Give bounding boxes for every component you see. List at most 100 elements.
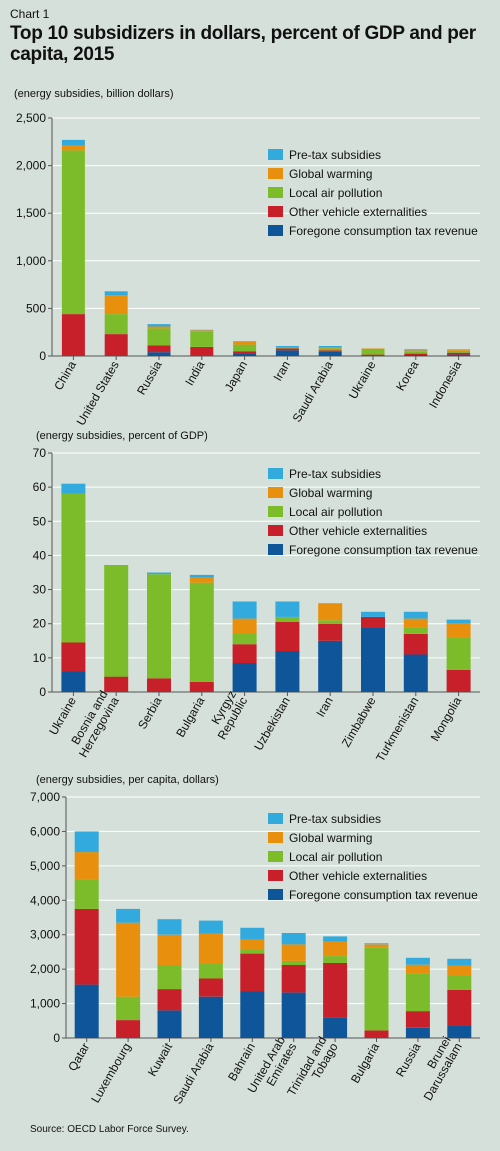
chart-3-subtitle: (energy subsidies, per capita, dollars) — [36, 774, 219, 786]
x-tick-label-line: Serbia — [135, 694, 165, 731]
bar-segment — [318, 348, 342, 351]
legend: Pre-tax subsidies Global warming Local air… — [268, 467, 478, 557]
bar-segment — [361, 348, 385, 355]
bar-segment — [74, 831, 99, 853]
bar-segment — [233, 353, 257, 356]
y-tick-label: 2,000 — [30, 962, 60, 976]
y-tick-label: 60 — [33, 480, 47, 494]
x-tick-label-line: Mongolia — [428, 694, 465, 743]
bar-segment — [275, 348, 299, 351]
bar-segment — [447, 965, 472, 976]
bar-segment — [198, 920, 223, 934]
bar-segment — [318, 603, 343, 621]
x-tick-label: Indonesia — [426, 358, 464, 410]
bar-segment — [189, 582, 214, 682]
bar-segment — [147, 574, 171, 679]
x-tick-label-line: India — [182, 358, 207, 388]
bar-segment — [232, 634, 257, 645]
legend-label: Foregone consumption tax revenue — [289, 543, 478, 557]
bar-segment — [190, 329, 214, 331]
y-tick-label: 500 — [26, 301, 46, 315]
x-tick-label: Bulgaria — [348, 1040, 382, 1085]
x-tick-label-line: Ukraine — [346, 358, 379, 401]
bar-segment — [104, 291, 128, 296]
bar-segment — [404, 355, 428, 356]
legend-label: Local air pollution — [289, 850, 382, 864]
bar-segment — [361, 348, 385, 349]
bar-segment — [405, 957, 430, 965]
bar-segment — [190, 331, 214, 347]
bar-segment — [281, 992, 306, 1038]
bar-segment — [61, 642, 86, 672]
y-tick-label: 5,000 — [30, 859, 60, 873]
legend-swatch — [268, 525, 283, 536]
bar-segment — [233, 344, 257, 352]
x-tick-label: Russia — [393, 1040, 424, 1079]
x-tick-label: Serbia — [135, 694, 165, 731]
bar-segment — [233, 341, 257, 345]
bar-segment — [189, 681, 214, 692]
y-tick-label: 1,000 — [30, 997, 60, 1011]
bar-segment — [318, 346, 342, 347]
bar-segment — [447, 958, 472, 966]
bar-segment — [275, 622, 300, 651]
bar-segment — [147, 326, 171, 329]
bar-segment — [318, 620, 343, 624]
bar-segment — [281, 965, 306, 993]
legend: Pre-tax subsidies Global warming Local air… — [268, 148, 478, 238]
bar-segment — [446, 669, 471, 692]
legend-swatch — [268, 206, 283, 217]
bar-segment — [104, 565, 129, 566]
x-tick-label: China — [51, 358, 79, 392]
bar-segment — [403, 627, 428, 634]
legend-label: Pre-tax subsidies — [289, 812, 381, 826]
x-tick-label: United States — [74, 359, 122, 428]
bar-segment — [405, 1027, 430, 1038]
legend-swatch — [268, 487, 283, 498]
bar-segment — [447, 354, 471, 356]
y-tick-label: 1,000 — [16, 254, 46, 268]
bar-segment — [404, 351, 428, 354]
legend-swatch — [268, 870, 283, 881]
y-tick-label: 10 — [33, 651, 47, 665]
bar-segment — [147, 345, 171, 353]
legend-label: Foregone consumption tax revenue — [289, 224, 478, 238]
bar-segment — [104, 565, 129, 677]
bar-segment — [323, 941, 348, 957]
y-tick-label: 40 — [33, 548, 47, 562]
bar-segment — [361, 611, 385, 617]
bar-segment — [61, 494, 86, 643]
x-tick-label: Bulgaria — [173, 694, 207, 739]
bar-segment — [157, 934, 182, 965]
bar-segment — [240, 991, 265, 1038]
bar-segment — [61, 671, 86, 692]
bar-segment — [198, 964, 223, 979]
chart-2-subtitle: (energy subsidies, percent of GDP) — [36, 430, 208, 442]
legend-label: Global warming — [289, 831, 372, 845]
bar-segment — [275, 350, 299, 356]
y-tick-label: 30 — [33, 583, 47, 597]
bar-segment — [233, 351, 257, 354]
bar-segment — [190, 347, 214, 356]
bar-segment — [318, 347, 342, 349]
y-tick-label: 7,000 — [30, 790, 60, 804]
legend-label: Foregone consumption tax revenue — [289, 888, 478, 902]
bar-segment — [364, 944, 389, 948]
bar-segment — [232, 601, 257, 619]
x-tick-label: Saudi Arabia — [170, 1040, 216, 1106]
bar-segment — [116, 996, 141, 1021]
bar-segment — [147, 678, 171, 692]
x-tick-label-line: Luxembourg — [88, 1041, 133, 1106]
y-tick-label: 2,000 — [16, 159, 46, 173]
legend-label: Pre-tax subsidies — [289, 467, 381, 481]
bar-segment — [323, 1017, 348, 1038]
bar-segment — [318, 623, 343, 641]
bar-segment — [318, 640, 343, 692]
x-tick-label: Uzbekistan — [251, 695, 293, 753]
bar-segment — [198, 996, 223, 1038]
bar-segment — [275, 601, 300, 617]
bar-segment — [447, 349, 471, 350]
bar-segment — [447, 989, 472, 1026]
x-tick-label: Zimbabwe — [339, 694, 379, 749]
